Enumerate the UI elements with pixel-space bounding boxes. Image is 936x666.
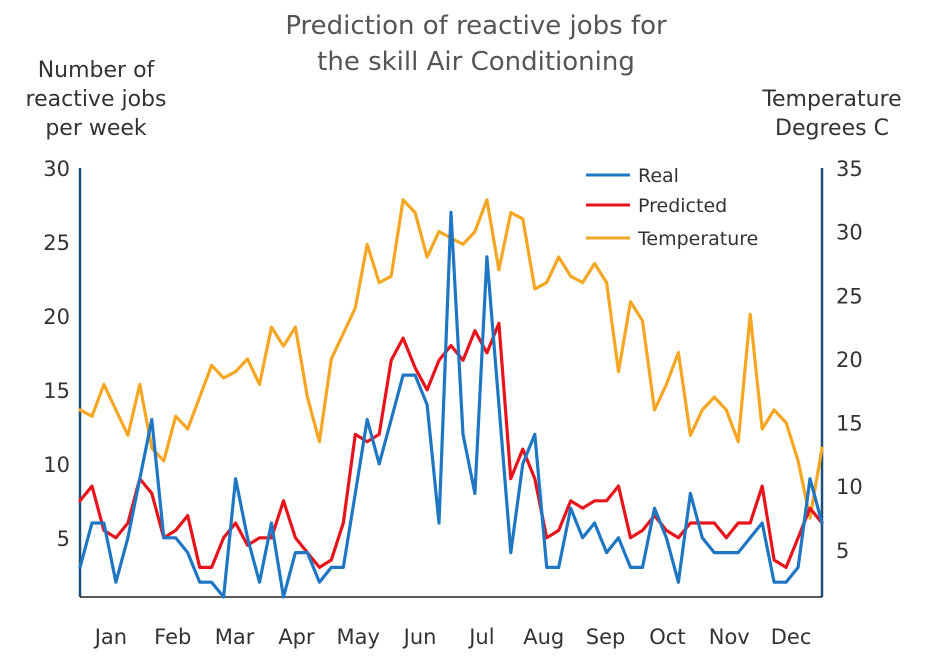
month-label: Nov bbox=[709, 625, 750, 649]
month-label: Apr bbox=[278, 625, 315, 649]
legend-label-temperature: Temperature bbox=[637, 228, 758, 250]
month-label: Sep bbox=[586, 625, 626, 649]
month-label: Dec bbox=[771, 625, 812, 649]
month-label: May bbox=[337, 625, 380, 649]
legend: Real Predicted Temperature bbox=[586, 165, 758, 250]
series-line-predicted bbox=[78, 321, 824, 570]
month-label: Jul bbox=[467, 625, 494, 649]
right-tick-label: 20 bbox=[836, 348, 863, 372]
left-axis-title-line-3: per week bbox=[45, 116, 147, 141]
right-axis-title-line-2: Degrees C bbox=[775, 116, 889, 141]
left-tick-label: 30 bbox=[43, 157, 70, 181]
left-tick-label: 15 bbox=[43, 379, 70, 403]
series-line-real bbox=[78, 210, 824, 599]
right-tick-label: 30 bbox=[836, 221, 863, 245]
month-label: Oct bbox=[649, 625, 685, 649]
left-tick-label: 5 bbox=[57, 527, 70, 551]
left-tick-labels: 5 10 15 20 25 30 bbox=[43, 157, 70, 551]
month-label: Mar bbox=[215, 625, 255, 649]
right-tick-label: 15 bbox=[836, 412, 863, 436]
right-tick-label: 10 bbox=[836, 475, 863, 499]
month-label: Feb bbox=[154, 625, 191, 649]
left-tick-label: 25 bbox=[43, 231, 70, 255]
series-lines bbox=[78, 198, 824, 599]
left-tick-label: 20 bbox=[43, 305, 70, 329]
legend-label-predicted: Predicted bbox=[638, 195, 727, 217]
legend-label-real: Real bbox=[638, 165, 679, 187]
left-tick-label: 10 bbox=[43, 453, 70, 477]
right-axis-title-line-1: Temperature bbox=[761, 87, 901, 112]
chart-title: Prediction of reactive jobs for the skil… bbox=[285, 11, 667, 77]
left-axis-title-line-2: reactive jobs bbox=[26, 87, 167, 112]
right-tick-label: 5 bbox=[836, 539, 849, 563]
month-label: Jun bbox=[402, 625, 437, 649]
right-tick-labels: 5 10 15 20 25 30 35 bbox=[836, 157, 863, 563]
month-labels: Jan Feb Mar Apr May Jun Jul Aug Sep Oct Nov Dec bbox=[93, 625, 812, 649]
right-tick-label: 25 bbox=[836, 284, 863, 308]
chart-title-line-1: Prediction of reactive jobs for bbox=[285, 11, 667, 41]
left-axis-title: Number of reactive jobs per week bbox=[26, 58, 167, 141]
month-label: Jan bbox=[93, 625, 127, 649]
chart-title-line-2: the skill Air Conditioning bbox=[317, 47, 635, 77]
month-label: Aug bbox=[523, 625, 564, 649]
left-axis-title-line-1: Number of bbox=[38, 58, 156, 83]
right-axis-title: Temperature Degrees C bbox=[761, 87, 901, 141]
right-tick-label: 35 bbox=[836, 157, 863, 181]
